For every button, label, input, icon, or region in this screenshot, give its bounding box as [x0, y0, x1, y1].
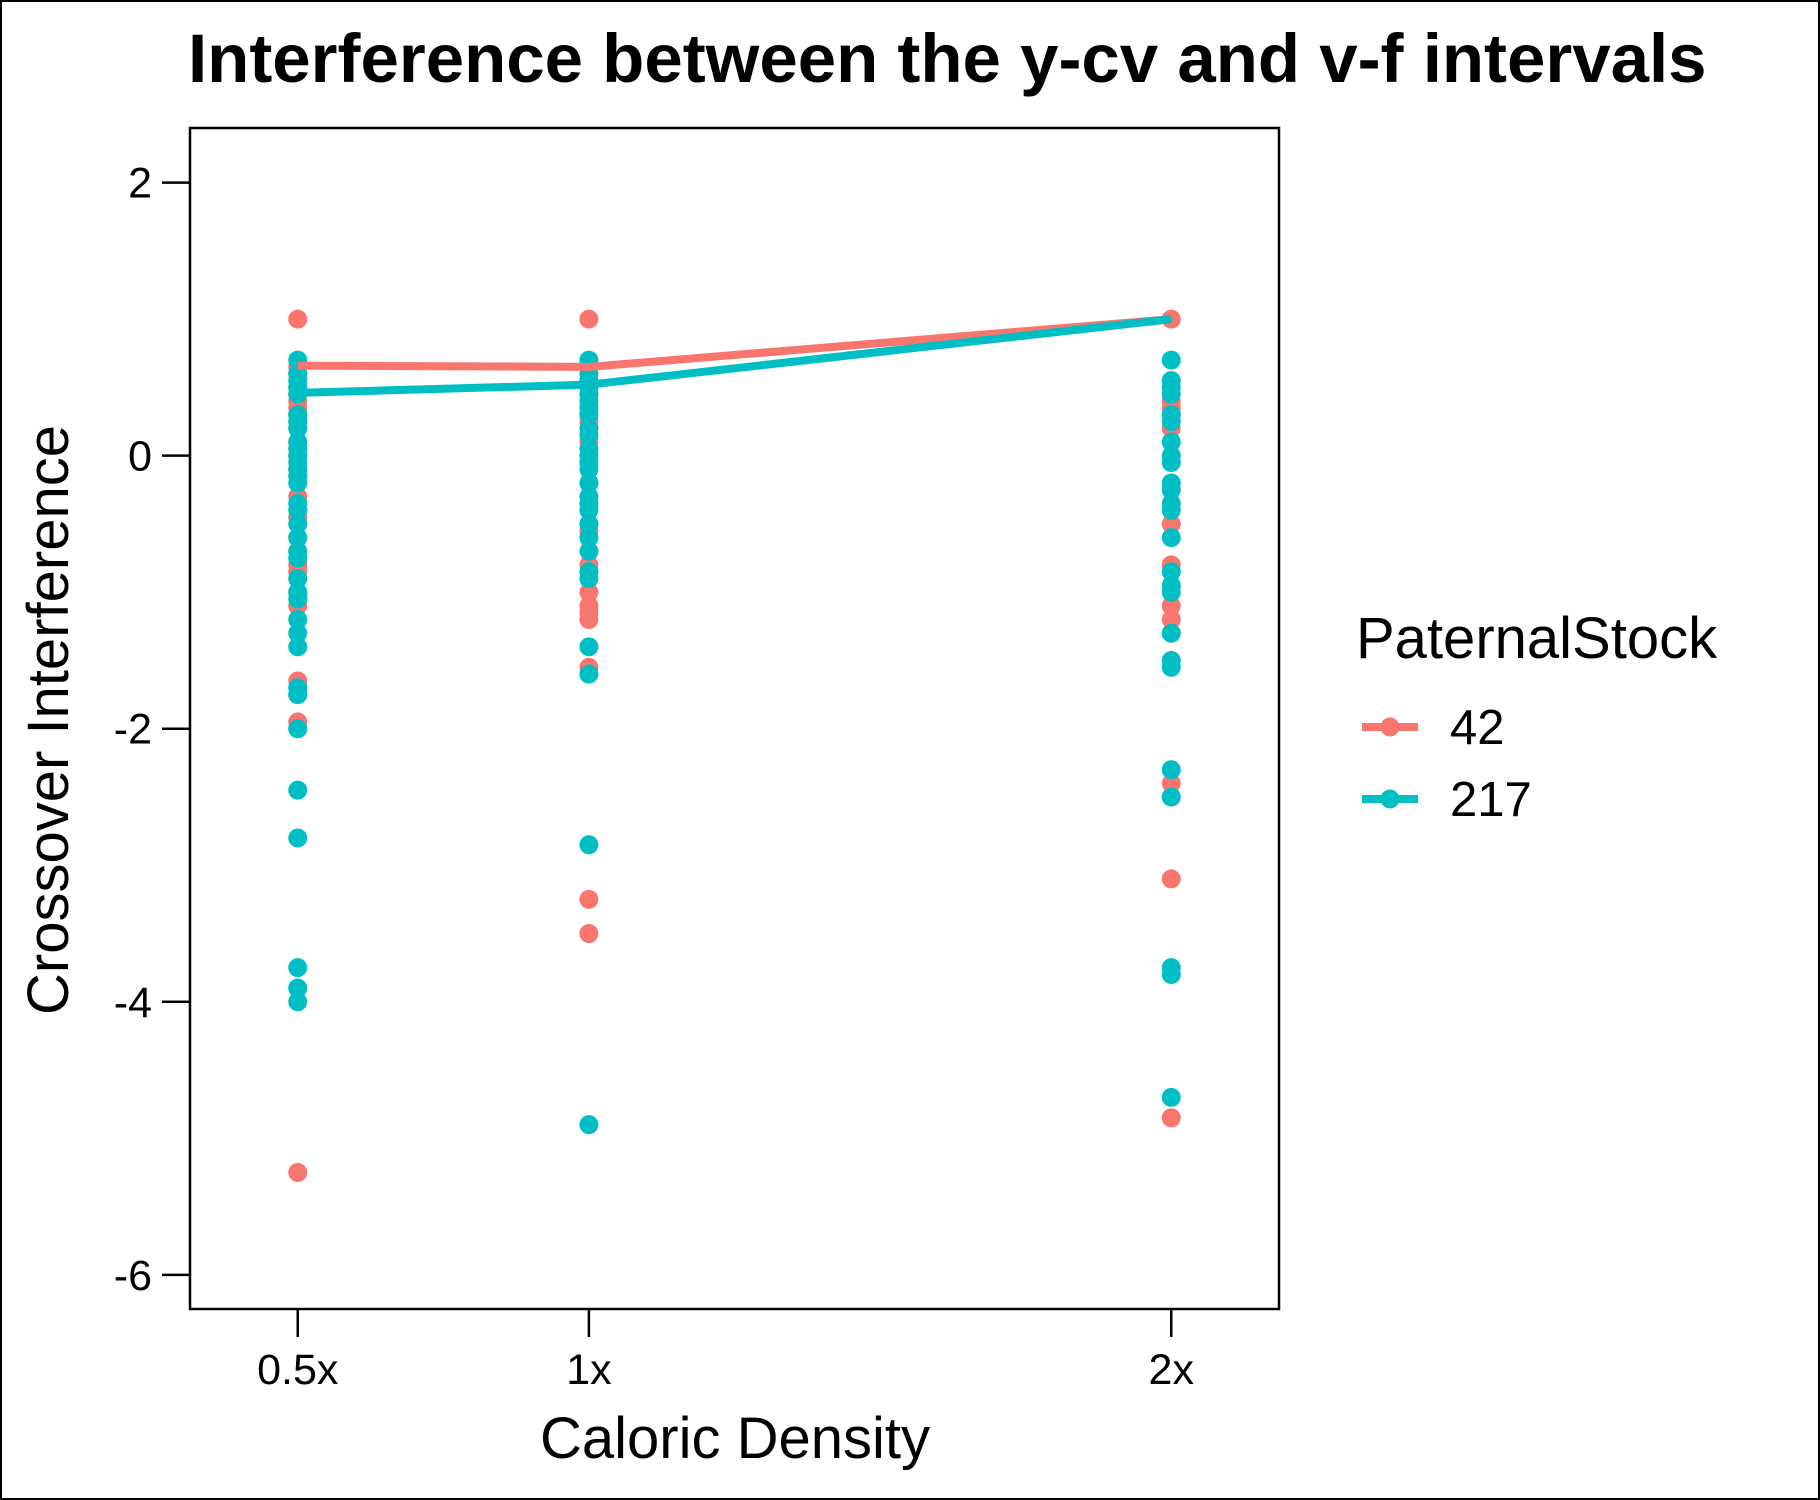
data-point — [579, 924, 599, 944]
data-point — [288, 418, 308, 438]
panel-border — [188, 126, 1281, 1311]
data-point — [1161, 773, 1181, 793]
data-point — [579, 835, 599, 855]
data-point — [288, 719, 308, 739]
data-point — [1161, 1108, 1181, 1128]
x-axis-title: Caloric Density — [540, 1406, 930, 1471]
data-point — [579, 637, 599, 657]
legend-key-point — [1380, 717, 1400, 737]
data-point — [288, 473, 308, 493]
data-point — [1161, 350, 1181, 370]
x-tick-label: 2x — [1149, 1346, 1195, 1394]
data-point — [579, 610, 599, 630]
data-point — [579, 582, 599, 602]
data-point — [579, 309, 599, 329]
data-point — [579, 514, 599, 534]
legend-key-point — [1380, 789, 1400, 809]
data-point — [579, 459, 599, 479]
data-point — [288, 958, 308, 978]
data-point — [1161, 514, 1181, 534]
data-point — [579, 541, 599, 561]
data-point — [1161, 432, 1181, 452]
data-point — [288, 548, 308, 568]
data-point — [1161, 412, 1181, 432]
series-42-mean-line — [297, 315, 1172, 371]
data-point — [288, 637, 308, 657]
data-point — [288, 500, 308, 520]
data-point — [288, 589, 308, 609]
data-point — [1161, 453, 1181, 473]
data-point — [1161, 528, 1181, 548]
y-tick-label: 2 — [128, 160, 152, 208]
data-point — [288, 992, 308, 1012]
data-point — [1161, 582, 1181, 602]
data-point — [579, 569, 599, 589]
series-217-mean-line — [297, 315, 1172, 397]
data-point — [1161, 384, 1181, 404]
data-point — [288, 569, 308, 589]
legend-label: 42 — [1450, 701, 1505, 755]
data-point — [288, 685, 308, 705]
data-point — [288, 610, 308, 630]
data-point — [579, 500, 599, 520]
data-point — [1161, 623, 1181, 643]
data-point — [1161, 596, 1181, 616]
data-point — [1161, 657, 1181, 677]
data-point — [288, 1162, 308, 1182]
y-tick-label: -4 — [114, 979, 152, 1027]
data-point — [1161, 562, 1181, 582]
x-tick-label: 1x — [566, 1346, 612, 1394]
data-point — [579, 405, 599, 425]
data-point — [1161, 500, 1181, 520]
data-point — [1161, 610, 1181, 630]
chart-title: Interference between the y-cv and v-f in… — [188, 20, 1707, 97]
data-point — [579, 664, 599, 684]
y-tick-label: -6 — [114, 1252, 152, 1300]
data-point — [288, 528, 308, 548]
data-point — [579, 528, 599, 548]
data-point — [1161, 869, 1181, 889]
data-point — [288, 828, 308, 848]
data-point — [1161, 1087, 1181, 1107]
data-point — [579, 1115, 599, 1135]
x-tick-label: 0.5x — [257, 1346, 339, 1394]
y-axis-title: Crossover Interference — [16, 425, 81, 1015]
data-point — [1161, 964, 1181, 984]
y-tick-label: -2 — [114, 706, 152, 754]
data-point — [1161, 787, 1181, 807]
data-point — [579, 425, 599, 445]
plot-area: 2 0 -2 -4 -6 0.5x 1x 2x — [114, 126, 1281, 1394]
legend-label: 217 — [1450, 773, 1532, 827]
data-point — [1161, 480, 1181, 500]
data-point — [579, 473, 599, 493]
data-point — [288, 309, 308, 329]
data-point — [288, 623, 308, 643]
series-217-points — [288, 350, 1181, 1135]
y-tick-label: 0 — [128, 433, 152, 481]
data-point — [288, 514, 308, 534]
legend-title: PaternalStock — [1356, 606, 1718, 671]
data-point — [1161, 760, 1181, 780]
data-point — [288, 780, 308, 800]
data-point — [288, 978, 308, 998]
data-point — [579, 889, 599, 909]
